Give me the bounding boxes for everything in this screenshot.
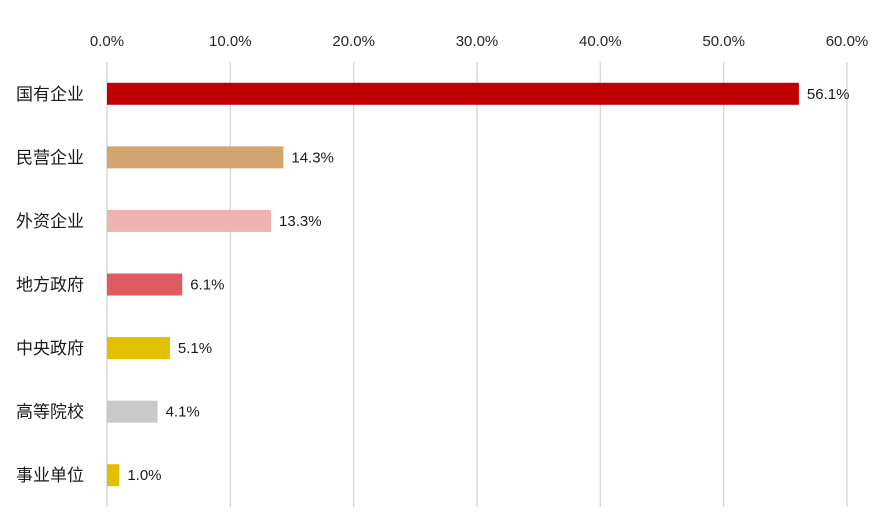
bars bbox=[107, 82, 799, 487]
x-tick-label: 20.0% bbox=[332, 33, 375, 50]
category-label: 民营企业 bbox=[16, 148, 84, 168]
category-label: 事业单位 bbox=[16, 466, 84, 486]
x-tick-label: 50.0% bbox=[702, 33, 745, 50]
x-tick-label: 10.0% bbox=[209, 33, 252, 50]
data-label: 6.1% bbox=[190, 277, 224, 294]
category-label: 高等院校 bbox=[16, 403, 84, 423]
data-label: 14.3% bbox=[291, 149, 334, 166]
x-axis-tick-labels: 0.0% 10.0% 20.0% 30.0% 40.0% 50.0% 60.0% bbox=[90, 33, 868, 50]
data-label: 4.1% bbox=[166, 404, 200, 421]
bar bbox=[107, 273, 183, 296]
data-labels: 56.1% 14.3% 13.3% 6.1% 5.1% 4.1% 1.0% bbox=[127, 86, 849, 484]
category-label: 外资企业 bbox=[16, 212, 84, 232]
bar bbox=[107, 209, 272, 232]
category-label: 地方政府 bbox=[16, 276, 84, 296]
bar bbox=[107, 400, 158, 423]
category-label: 中央政府 bbox=[16, 339, 84, 359]
x-tick-label: 0.0% bbox=[90, 33, 124, 50]
x-tick-label: 30.0% bbox=[456, 33, 499, 50]
data-label: 5.1% bbox=[178, 340, 212, 357]
data-label: 1.0% bbox=[127, 467, 161, 484]
gridlines bbox=[106, 62, 848, 507]
bar bbox=[107, 146, 284, 169]
x-tick-label: 60.0% bbox=[826, 33, 869, 50]
category-label: 国有企业 bbox=[16, 85, 84, 105]
bar bbox=[107, 82, 799, 105]
x-tick-label: 40.0% bbox=[579, 33, 622, 50]
bar bbox=[107, 464, 120, 487]
data-label: 56.1% bbox=[807, 86, 850, 103]
data-label: 13.3% bbox=[279, 213, 322, 230]
bar bbox=[107, 337, 170, 360]
